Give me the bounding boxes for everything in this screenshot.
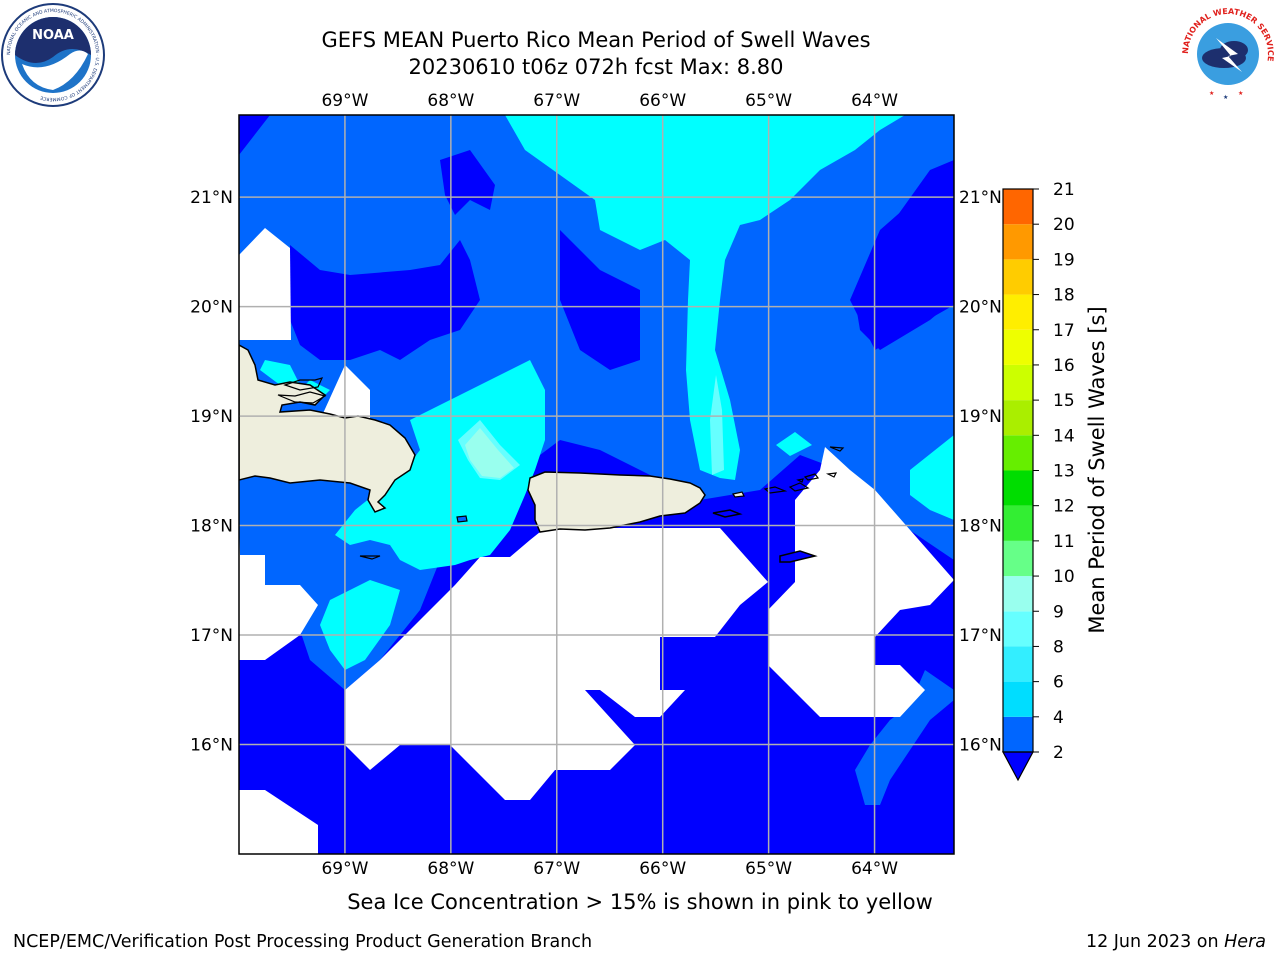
colorbar-tick-label: 19 [1053, 250, 1075, 270]
colorbar-tick-label: 12 [1053, 497, 1075, 517]
colorbar-tick-label: 8 [1053, 637, 1064, 657]
lat-label-right: 17°N [959, 626, 1002, 646]
colorbar-tick-label: 18 [1053, 286, 1075, 306]
colorbar-extend-min [1001, 751, 1035, 782]
colorbar-segment [1003, 646, 1033, 682]
lon-labels-top: 69°W 68°W 67°W 66°W 65°W 64°W [321, 91, 898, 111]
lat-label-right: 19°N [959, 407, 1002, 427]
footer-machine: Hera [1224, 932, 1266, 952]
nodata-w [239, 520, 318, 660]
colorbar-segment [1003, 540, 1033, 577]
colorbar-segment [1003, 294, 1033, 330]
fill-4-6 [260, 115, 905, 480]
map-grid [239, 115, 954, 854]
colorbar-tick-label: 16 [1053, 356, 1075, 376]
nodata-sw [239, 790, 318, 854]
sea-ice-note: Sea Ice Concentration > 15% is shown in … [347, 890, 933, 914]
islands-virgin [763, 446, 845, 494]
chart-subtitle: 20230610 t06z 072h fcst Max: 8.80 [408, 55, 784, 79]
lon-label-bottom: 64°W [851, 859, 898, 879]
lat-labels-left: 21°N 20°N 19°N 18°N 17°N 16°N [190, 188, 233, 755]
colorbar-tick-label: 6 [1053, 673, 1064, 693]
lat-label-right: 21°N [959, 188, 1002, 208]
fill-8-9 [465, 428, 514, 478]
lon-label-top: 66°W [639, 91, 686, 111]
colorbar-segment [1003, 611, 1033, 647]
lon-label-bottom: 69°W [321, 859, 368, 879]
colorbar-tick-label: 17 [1053, 321, 1075, 341]
svg-text:★: ★ [1223, 94, 1228, 101]
lon-label-top: 65°W [745, 91, 792, 111]
colorbar: 2 4 6 8 9 10 11 12 13 14 15 16 17 18 19 20 21 [1001, 180, 1075, 782]
colorbar-segment [1003, 505, 1033, 541]
lat-label-right: 18°N [959, 517, 1002, 537]
lon-label-bottom: 67°W [533, 859, 580, 879]
noaa-logo-text: NOAA [32, 28, 74, 43]
colorbar-segment [1003, 470, 1033, 506]
svg-text:★: ★ [1238, 90, 1243, 97]
land-hispaniola [239, 344, 416, 513]
colorbar-tick-label: 14 [1053, 426, 1075, 446]
colorbar-segment [1003, 681, 1033, 717]
island-inagua-coast [277, 377, 327, 404]
colorbar-segment [1003, 576, 1033, 612]
lon-label-top: 68°W [427, 91, 474, 111]
colorbar-segment [1003, 259, 1033, 295]
colorbar-tick-label: 2 [1053, 743, 1064, 763]
lat-labels-right: 21°N 20°N 19°N 18°N 17°N 16°N [959, 188, 1002, 755]
lat-label-right: 16°N [959, 736, 1002, 756]
island-saona [359, 555, 381, 560]
lon-label-bottom: 66°W [639, 859, 686, 879]
lon-label-top: 69°W [321, 91, 368, 111]
map-frame [238, 114, 955, 855]
island-culebra [732, 491, 745, 498]
lat-label-left: 17°N [190, 626, 233, 646]
colorbar-tick-label: 20 [1053, 215, 1075, 235]
lon-label-bottom: 65°W [745, 859, 792, 879]
fill-2-4-se [855, 670, 954, 805]
lat-label-left: 19°N [190, 407, 233, 427]
land-puerto-rico [527, 471, 706, 533]
island-mona [456, 515, 468, 523]
lon-labels-bottom: 69°W 68°W 67°W 66°W 65°W 64°W [321, 859, 898, 879]
colorbar-segment [1003, 435, 1033, 471]
colorbar-segment [1003, 329, 1033, 365]
svg-text:★: ★ [1209, 90, 1214, 97]
lat-label-left: 20°N [190, 298, 233, 318]
nodata-se [768, 447, 954, 717]
footer-date: 12 Jun 2023 on Hera [1086, 932, 1266, 952]
lon-label-top: 64°W [851, 91, 898, 111]
footer-date-text: 12 Jun 2023 on [1085, 932, 1225, 952]
colorbar-segment [1003, 400, 1033, 436]
noaa-logo: NOAA NATIONAL OCEANIC AND ATMOSPHERIC AD… [1, 3, 105, 107]
colorbar-segment [1003, 224, 1033, 260]
colorbar-tick-label: 15 [1053, 391, 1075, 411]
colorbar-tick-label: 13 [1053, 462, 1075, 482]
footer-branch: NCEP/EMC/Verification Post Processing Pr… [13, 932, 593, 952]
lat-label-left: 16°N [190, 736, 233, 756]
colorbar-tick-label: 11 [1053, 532, 1075, 552]
colorbar-label: Mean Period of Swell Waves [s] [1085, 306, 1109, 634]
nodata-nw [239, 228, 291, 340]
island-vieques [712, 509, 743, 518]
lat-label-left: 21°N [190, 188, 233, 208]
colorbar-tick-label: 21 [1053, 180, 1075, 200]
lon-label-top: 67°W [533, 91, 580, 111]
map-plot-area [239, 115, 954, 854]
lat-label-left: 18°N [190, 517, 233, 537]
colorbar-segment [1003, 364, 1033, 401]
chart-title: GEFS MEAN Puerto Rico Mean Period of Swe… [321, 28, 871, 52]
colorbar-tick-label: 9 [1053, 602, 1064, 622]
colorbar-tick-label: 4 [1053, 708, 1064, 728]
nws-logo: NATIONAL WEATHER SERVICE ★ ★ ★ [1178, 4, 1278, 104]
lat-label-right: 20°N [959, 298, 1002, 318]
colorbar-segment [1003, 716, 1033, 752]
island-st-croix [779, 550, 818, 563]
colorbar-segment [1003, 189, 1033, 225]
lon-label-bottom: 68°W [427, 859, 474, 879]
colorbar-tick-label: 10 [1053, 567, 1075, 587]
